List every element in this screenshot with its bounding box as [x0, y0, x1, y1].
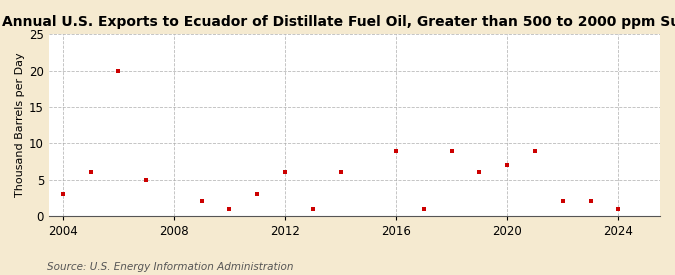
Point [307, 207, 318, 211]
Point [252, 192, 263, 196]
Point [140, 177, 151, 182]
Point [474, 170, 485, 175]
Point [502, 163, 512, 167]
Point [391, 148, 402, 153]
Point [57, 192, 68, 196]
Point [585, 199, 596, 204]
Point [113, 68, 124, 73]
Point [85, 170, 96, 175]
Point [279, 170, 290, 175]
Point [613, 207, 624, 211]
Text: Source: U.S. Energy Information Administration: Source: U.S. Energy Information Administ… [47, 262, 294, 272]
Y-axis label: Thousand Barrels per Day: Thousand Barrels per Day [15, 53, 25, 197]
Point [558, 199, 568, 204]
Title: Annual U.S. Exports to Ecuador of Distillate Fuel Oil, Greater than 500 to 2000 : Annual U.S. Exports to Ecuador of Distil… [2, 15, 675, 29]
Point [196, 199, 207, 204]
Point [418, 207, 429, 211]
Point [224, 207, 235, 211]
Point [446, 148, 457, 153]
Point [335, 170, 346, 175]
Point [530, 148, 541, 153]
